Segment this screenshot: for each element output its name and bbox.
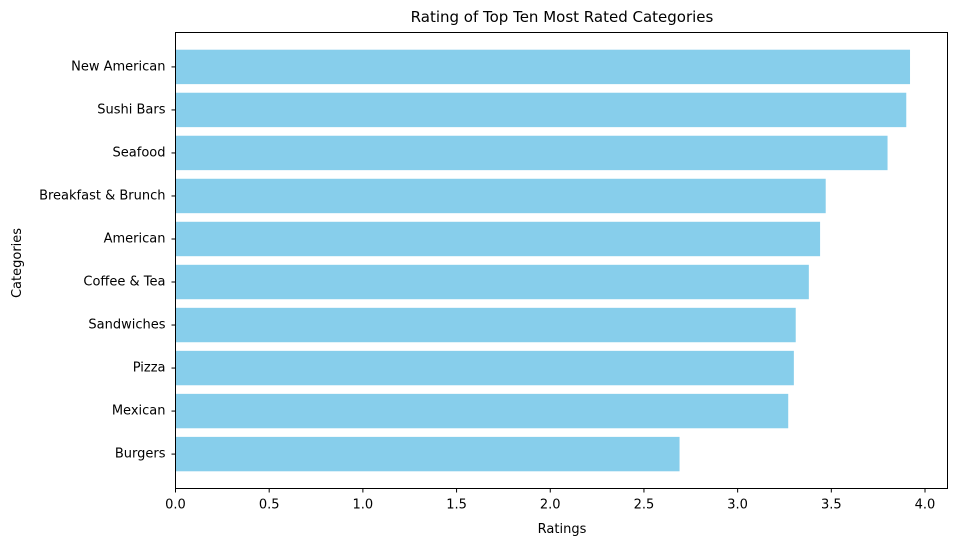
x-tick-label: 2.0 (540, 498, 561, 513)
y-tick-label: Mexican (112, 404, 166, 419)
y-tick-label: Breakfast & Brunch (39, 188, 165, 203)
y-tick-label: New American (71, 59, 165, 74)
x-tick-label: 3.5 (821, 498, 842, 513)
plot-area-frame (175, 32, 948, 489)
bar (175, 221, 821, 257)
y-tick-label: Sandwiches (88, 318, 165, 333)
y-tick-label: Burgers (115, 447, 166, 462)
bar (175, 393, 789, 429)
bar (175, 436, 680, 472)
bar (175, 350, 794, 386)
x-tick-label: 0.0 (165, 498, 186, 513)
x-tick-label: 2.5 (634, 498, 655, 513)
x-axis-ticks: 0.0 0.5 1.0 1.5 2.0 2.5 3.0 3.5 4.0 (165, 488, 936, 513)
x-axis-label: Ratings (538, 522, 587, 537)
y-tick-label: Coffee & Tea (83, 275, 165, 290)
x-tick-label: 0.5 (259, 498, 280, 513)
bar (175, 178, 826, 214)
x-tick-label: 1.5 (446, 498, 467, 513)
y-tick-label: Sushi Bars (97, 102, 165, 117)
bar (175, 49, 911, 85)
bar (175, 264, 809, 300)
chart-title: Rating of Top Ten Most Rated Categories (411, 8, 714, 26)
bar (175, 92, 907, 128)
y-tick-label: Seafood (113, 145, 166, 160)
x-tick-label: 3.0 (727, 498, 748, 513)
y-tick-label: Pizza (133, 361, 166, 376)
y-tick-label: American (104, 231, 166, 246)
bar (175, 307, 796, 343)
y-axis-label: Categories (10, 228, 25, 298)
bars (175, 49, 911, 472)
x-tick-label: 4.0 (915, 498, 936, 513)
x-tick-label: 1.0 (353, 498, 374, 513)
bar (175, 135, 888, 171)
y-axis-ticks: New American Sushi Bars Seafood Breakfast &… (39, 59, 176, 462)
